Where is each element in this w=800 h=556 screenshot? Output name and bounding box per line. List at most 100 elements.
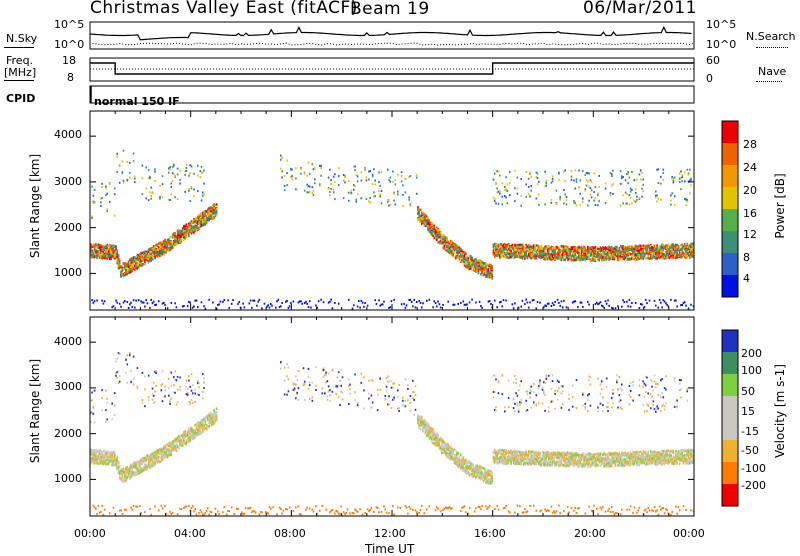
power-cell: [382, 303, 384, 305]
power-cell: [91, 299, 93, 301]
power-cell: [164, 304, 166, 306]
velocity-cell: [91, 392, 93, 394]
power-cell: [610, 194, 612, 196]
power-cell: [660, 176, 662, 178]
power-cell: [162, 183, 164, 185]
power-cell: [284, 185, 286, 187]
power-cell: [363, 306, 365, 308]
power-cell: [671, 192, 673, 194]
power-cell: [163, 302, 165, 304]
power-cell: [132, 270, 134, 273]
power-cell: [300, 300, 302, 302]
freq-trace: [90, 63, 694, 74]
velocity-cell: [114, 454, 116, 457]
power-cell: [590, 179, 592, 181]
power-cell: [374, 183, 376, 185]
power-cell: [562, 306, 564, 308]
power-cell: [416, 177, 418, 179]
power-cell: [291, 175, 293, 177]
power-cell: [300, 173, 302, 175]
power-cell: [580, 193, 582, 195]
power-cell: [479, 301, 481, 303]
power-cell: [573, 180, 575, 182]
power-cell: [114, 193, 116, 195]
power-cell: [536, 198, 538, 200]
power-cell: [520, 205, 522, 207]
power-cell: [681, 174, 683, 176]
power-cell: [505, 196, 507, 198]
power-cell: [612, 193, 614, 195]
power-cell: [154, 168, 156, 170]
power-cell: [113, 305, 115, 307]
power-cell: [580, 179, 582, 181]
power-cell: [517, 193, 519, 195]
power-cell: [205, 213, 207, 216]
power-cell: [300, 168, 302, 170]
velocity-cell: [144, 375, 146, 377]
power-cell: [523, 244, 525, 247]
power-cell: [466, 303, 468, 305]
power-cell: [193, 305, 195, 307]
power-cell: [281, 157, 283, 159]
power-cell: [523, 246, 525, 249]
velocity-cell: [158, 509, 160, 511]
power-cell: [533, 244, 535, 247]
power-cell: [494, 173, 496, 175]
power-cell: [507, 190, 509, 192]
power-cell: [109, 201, 111, 203]
power-cell: [585, 190, 587, 192]
power-cell: [309, 186, 311, 188]
power-cell: [608, 305, 610, 307]
power-cell: [269, 307, 271, 309]
power-axis-ticks: [90, 111, 694, 310]
power-cell: [499, 193, 501, 195]
power-cell: [348, 200, 350, 202]
power-cell: [231, 303, 233, 305]
velocity-cell: [118, 461, 120, 464]
power-cell: [212, 302, 214, 304]
power-cell: [320, 167, 322, 169]
power-cell: [505, 176, 507, 178]
power-cell: [635, 188, 637, 190]
power-cell: [169, 199, 171, 201]
power-cell: [114, 188, 116, 190]
power-cell: [558, 172, 560, 174]
power-cell: [680, 188, 682, 190]
power-cell: [591, 189, 593, 191]
n-search-line-trace: [90, 43, 694, 45]
power-cell: [94, 201, 96, 203]
power-cell: [655, 191, 657, 193]
power-cell: [354, 185, 356, 187]
power-cell: [520, 195, 522, 197]
power-cell: [330, 183, 332, 185]
power-cell: [154, 180, 156, 182]
power-cell: [148, 169, 150, 171]
power-cell: [353, 304, 355, 306]
power-cell: [533, 299, 535, 301]
power-cell: [525, 196, 527, 198]
power-cell: [116, 171, 118, 173]
velocity-cell: [119, 353, 121, 355]
power-cell: [578, 170, 580, 172]
power-cell: [227, 299, 229, 301]
velocity-cell: [129, 352, 131, 354]
power-cell: [434, 300, 436, 302]
velocity-cell: [154, 462, 156, 465]
power-cell: [390, 306, 392, 308]
power-cell: [186, 236, 188, 239]
power-cell: [366, 198, 368, 200]
velocity-cell: [103, 514, 105, 516]
power-cell: [629, 194, 631, 196]
power-cell: [184, 174, 186, 176]
velocity-cell: [132, 509, 134, 511]
velocity-cell: [130, 381, 132, 383]
power-cell: [656, 194, 658, 196]
power-cell: [304, 172, 306, 174]
power-cell: [334, 198, 336, 200]
power-cell: [124, 300, 126, 302]
power-cell: [309, 300, 311, 302]
velocity-cell: [153, 395, 155, 397]
velocity-cell: [116, 456, 118, 459]
velocity-cell: [101, 389, 103, 391]
velocity-cell: [162, 383, 164, 385]
